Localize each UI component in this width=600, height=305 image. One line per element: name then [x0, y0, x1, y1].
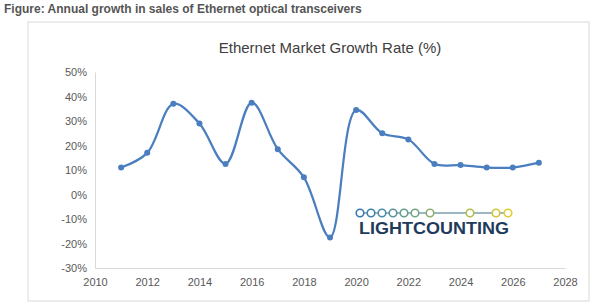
x-axis-line — [96, 268, 566, 269]
figure-caption: Figure: Annual growth in sales of Ethern… — [4, 2, 362, 16]
y-tick: -30% — [61, 262, 95, 274]
y-tick: -20% — [61, 238, 95, 250]
logo-dot — [426, 209, 434, 217]
y-tick-label: 10% — [65, 164, 87, 176]
x-tick: 2014 — [188, 268, 212, 288]
y-tick-label: 0% — [71, 189, 87, 201]
logo-dot — [400, 209, 408, 217]
y-tick: 50% — [65, 66, 95, 78]
y-tick: 20% — [65, 140, 95, 152]
marker — [170, 101, 176, 107]
logo-background — [350, 203, 520, 239]
x-tick: 2010 — [83, 268, 107, 288]
y-tick-label: 30% — [65, 115, 87, 127]
y-tick-label: -30% — [61, 262, 87, 274]
x-tick: 2026 — [501, 268, 525, 288]
y-tick: -10% — [61, 213, 95, 225]
marker — [353, 107, 359, 113]
logo-dot — [411, 209, 419, 217]
logo-dot — [492, 209, 500, 217]
x-tick: 2024 — [449, 268, 473, 288]
y-axis-line — [95, 73, 96, 269]
y-tick-label: -10% — [61, 213, 87, 225]
x-tick-label: 2016 — [240, 276, 264, 288]
x-tick: 2012 — [135, 268, 159, 288]
x-tick: 2016 — [240, 268, 264, 288]
y-tick: 40% — [65, 91, 95, 103]
marker — [118, 165, 124, 171]
logo-dot — [466, 209, 474, 217]
x-tick-label: 2024 — [449, 276, 473, 288]
y-tick-label: 20% — [65, 140, 87, 152]
marker — [510, 165, 516, 171]
y-tick: 30% — [65, 115, 95, 127]
x-tick-label: 2010 — [83, 276, 107, 288]
chart-title: Ethernet Market Growth Rate (%) — [219, 39, 442, 56]
logo-dot — [504, 209, 512, 217]
y-tick-label: 40% — [65, 91, 87, 103]
marker — [327, 234, 333, 240]
x-tick-label: 2022 — [397, 276, 421, 288]
logo: LIGHTCOUNTING — [350, 203, 520, 239]
logo-text: LIGHTCOUNTING — [359, 219, 509, 238]
marker — [249, 100, 255, 106]
logo-dot — [389, 209, 397, 217]
x-tick-label: 2018 — [292, 276, 316, 288]
x-tick: 2022 — [397, 268, 421, 288]
x-tick: 2028 — [553, 268, 577, 288]
chart-frame — [28, 22, 589, 301]
x-axis: 2010 2012 2014 2016 2018 2020 2022 2024 2026 2028 — [83, 268, 577, 288]
chart: Figure: Annual growth in sales of Ethern… — [0, 0, 600, 305]
x-tick-label: 2020 — [344, 276, 368, 288]
x-tick-label: 2012 — [135, 276, 159, 288]
logo-dot — [367, 209, 375, 217]
x-tick-label: 2014 — [188, 276, 212, 288]
plot-area — [118, 100, 542, 241]
y-tick: 0% — [71, 189, 95, 201]
marker — [458, 162, 464, 168]
y-tick: 10% — [65, 164, 95, 176]
logo-dot — [378, 209, 386, 217]
x-tick-label: 2028 — [553, 276, 577, 288]
logo-dot — [356, 209, 364, 217]
marker — [301, 174, 307, 180]
marker — [144, 150, 150, 156]
marker — [223, 161, 229, 167]
x-tick-label: 2026 — [501, 276, 525, 288]
x-tick: 2020 — [344, 268, 368, 288]
marker — [405, 136, 411, 142]
marker — [484, 165, 490, 171]
y-axis: -30% -20% -10% 0% 10% 20% 30% 40% 50% — [61, 66, 95, 274]
x-tick: 2018 — [292, 268, 316, 288]
marker — [275, 146, 281, 152]
y-tick-label: 50% — [65, 66, 87, 78]
marker — [379, 130, 385, 136]
marker — [431, 161, 437, 167]
marker — [196, 120, 202, 126]
y-tick-label: -20% — [61, 238, 87, 250]
marker — [536, 160, 542, 166]
